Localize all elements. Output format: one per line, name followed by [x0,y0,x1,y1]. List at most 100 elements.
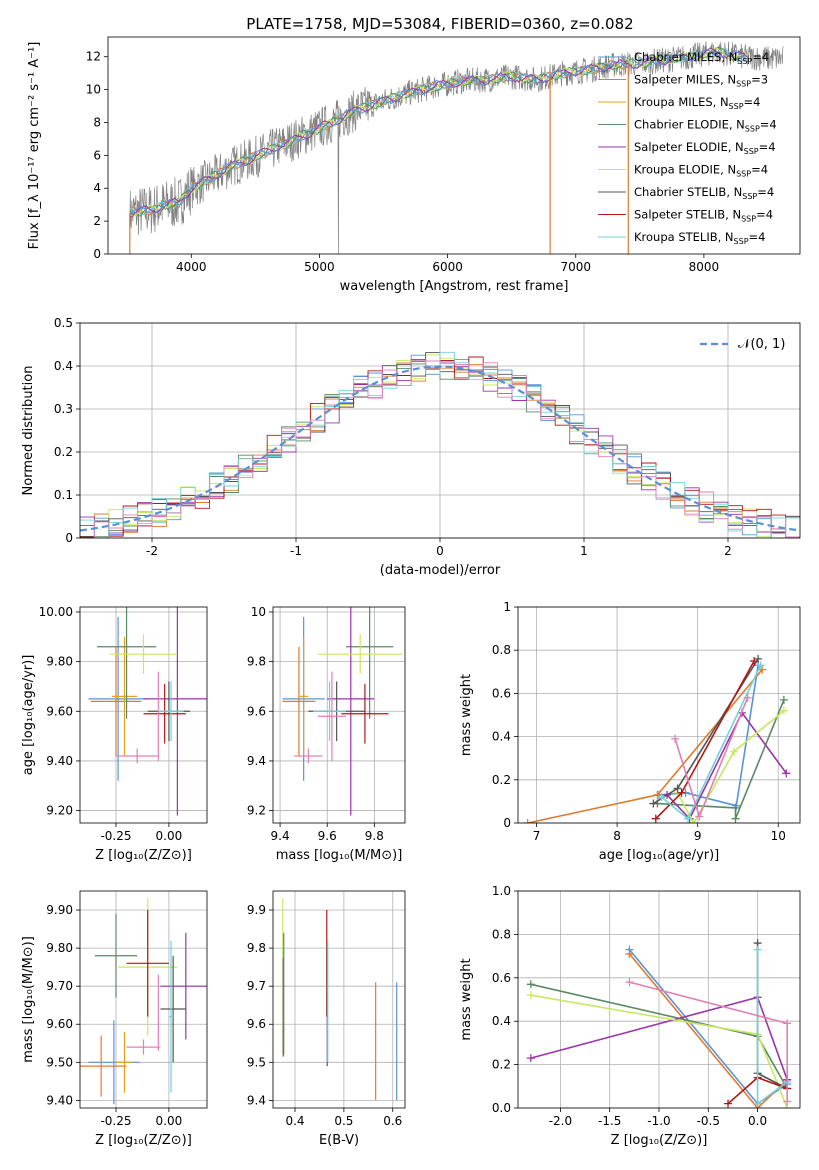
y-tick-label: 0.5 [54,316,73,330]
x-tick-label: 4000 [176,260,207,274]
y-tick-label: 9.6 [247,704,266,718]
residuals-frame [79,322,801,539]
x-tick-label: 5000 [304,260,335,274]
legend-label: Kroupa MILES, NSSP=4 [634,95,760,111]
plot-area [282,898,398,1101]
plot-area [526,939,792,1108]
y-tick-label: 9.2 [247,804,266,818]
plot-area [80,351,800,538]
x-tick-label: 0.00 [156,829,183,843]
x-axis-label: age [log₁₀(age/yr)] [599,848,720,863]
weight-point-marker [523,819,532,823]
mass_vs_Z-panel: -0.25 0.00 9.40 9.50 9.60 9.70 9.80 9.90 Z [log₁… [21,890,208,1148]
weight_vs_age-panel: 7 8 9 10 0 0.2 0.4 0.6 0.8 1 age [log₁₀(age/yr)] ma… [459,600,801,863]
weight-point-marker [651,814,660,823]
x-tick-label: 0.00 [156,1114,183,1128]
legend-label: Salpeter MILES, NSSP=3 [634,73,768,89]
mass_vs_Z-frame [79,890,208,1109]
y-tick-label: 0.8 [492,927,511,941]
x-axis-label: E(B-V) [319,1133,359,1148]
y-tick-label: 1.0 [492,884,511,898]
x-axis-label: Z [log₁₀(Z/Z⊙)] [611,1133,708,1148]
x-tick-label: 0 [436,544,444,558]
weight-point-marker [625,978,634,987]
weight-point-marker [783,1097,792,1106]
legend-label: Salpeter STELIB, NSSP=4 [634,208,773,224]
y-tick-label: 9.8 [247,941,266,955]
weight-point-marker [724,1099,733,1108]
age_vs_mass-frame [272,606,406,824]
x-tick-label: 6000 [432,260,463,274]
x-tick-label: 7000 [560,260,591,274]
y-tick-label: 9.40 [46,754,73,768]
legend-label: Salpeter ELODIE, NSSP=4 [634,140,776,156]
weight-point-marker [677,788,686,797]
model-spectrum-line [129,48,749,215]
weight-point-marker [779,695,788,704]
weight-point-marker [783,1019,792,1028]
weight-point-marker [758,665,767,674]
x-tick-label: -0.25 [100,829,131,843]
legend-label: 𝒩(0, 1) [738,337,785,352]
weight-point-marker [673,784,682,793]
weight-point-marker [689,819,698,823]
y-tick-label: 0.8 [492,643,511,657]
age_vs_Z-frame [79,606,208,824]
weight_vs_Z-panel: -2.0 -1.5 -1.0 -0.5 0.0 0.0 0.2 0.4 0.6 0.8 1.0 Z [… [459,884,801,1148]
x-tick-label: -1.0 [647,1114,670,1128]
weight-point-marker [753,945,762,954]
y-tick-label: 10.00 [39,605,73,619]
plot-area [523,654,791,823]
weight-point-marker [753,1099,762,1108]
weight-point-marker [779,706,788,715]
y-tick-label: 9.20 [46,804,73,818]
y-tick-label: 9.4 [247,754,266,768]
y-tick-label: 4 [93,181,101,195]
y-tick-label: 6 [93,148,101,162]
y-axis-label: mass [log₁₀(M/M⊙)] [21,936,36,1063]
x-axis-label: (data-model)/error [380,563,501,578]
y-tick-label: 0.3 [54,402,73,416]
y-tick-label: 9.6 [247,1017,266,1031]
weight-point-marker [684,814,693,823]
y-tick-label: 10 [86,83,101,97]
x-tick-label: 9.6 [318,829,337,843]
age_vs_Z-panel: -0.25 0.00 9.20 9.40 9.60 9.80 10.00 Z [log₁₀(Z… [21,605,208,863]
weight-point-marker [695,812,704,821]
y-tick-label: 0.1 [54,488,73,502]
weight_vs_age-frame [517,606,801,824]
weight-point-marker [731,803,740,812]
legend-label: Kroupa ELODIE, NSSP=4 [634,163,768,179]
x-tick-label: 10 [771,829,786,843]
y-tick-label: 9.7 [247,979,266,993]
spectrum-frame [107,36,801,255]
weight-point-marker [671,734,680,743]
weight-point-marker [625,949,634,958]
y-axis-label: mass weight [459,958,474,1040]
y-tick-label: 0.2 [54,445,73,459]
weight-point-marker [526,980,535,989]
weight-series-line [658,665,759,807]
y-tick-label: 0 [503,816,511,830]
y-axis-label: age [log₁₀(age/yr)] [21,655,36,776]
x-tick-label: -2.0 [549,1114,572,1128]
y-tick-label: 9.80 [46,941,73,955]
weight-point-marker [782,769,791,778]
y-tick-label: 9.8 [247,655,266,669]
plot-area [80,898,207,1105]
x-axis-label: Z [log₁₀(Z/Z⊙)] [95,1133,192,1148]
y-tick-label: 9.5 [247,1055,266,1069]
y-tick-label: 2 [93,214,101,228]
model-spectrum-line [129,47,748,217]
y-tick-label: 9.4 [247,1093,266,1107]
y-tick-label: 1 [503,600,511,614]
legend-label: Chabrier MILES, NSSP=4 [634,50,769,66]
weight_vs_Z-frame [517,890,801,1109]
y-tick-label: 12 [86,50,101,64]
y-tick-label: 10 [251,605,266,619]
y-tick-label: 0.2 [492,773,511,787]
y-tick-label: 0.4 [492,730,511,744]
plot-area [88,607,207,816]
y-tick-label: 0.0 [492,1101,511,1115]
